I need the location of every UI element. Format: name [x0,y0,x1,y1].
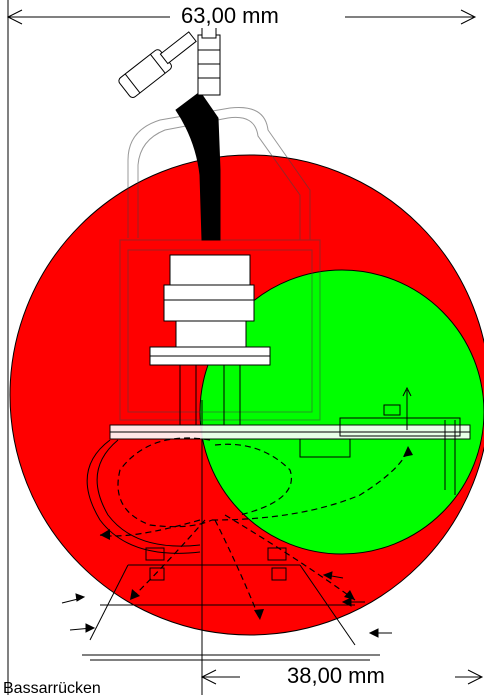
flow-arrowheads [100,446,413,620]
vessel-outline [82,439,380,661]
flow-arrows [99,437,409,621]
top-dimension-line [6,9,477,25]
bottom-dimension-label: 38,00 mm [283,664,389,688]
top-dimension-label: 63,00 mm [177,4,283,28]
bottom-dimension-line [200,669,484,685]
caption-text: Bassarrücken [3,680,101,697]
valve-assembly [109,23,471,495]
inflow-arrows [61,571,392,638]
